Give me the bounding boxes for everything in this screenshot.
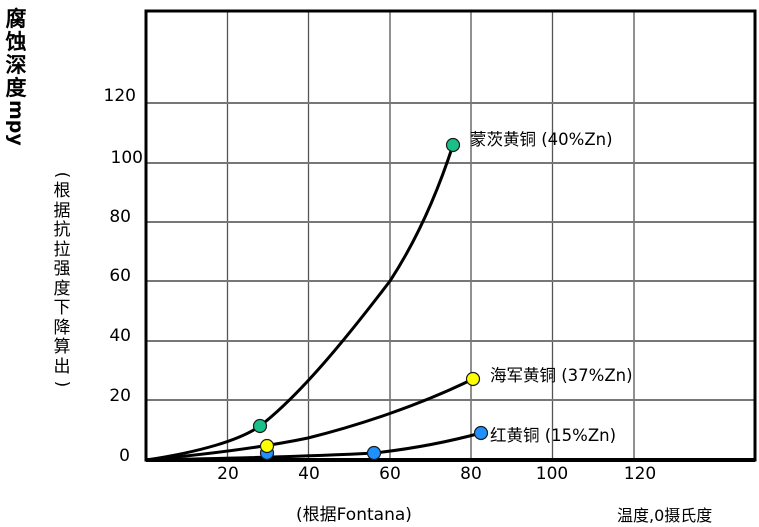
x-tick-100: 100 — [535, 464, 569, 484]
series-label-naval-brass: 海军黄铜 (37%Zn) — [490, 366, 633, 385]
y-note-char: 出 — [53, 356, 71, 377]
grid-horizontal — [146, 102, 755, 401]
y-note-char: 强 — [53, 259, 71, 279]
y-axis-title: 腐 蚀 深 度 mpy — [4, 8, 28, 151]
y-title-char: 度 — [5, 76, 27, 100]
curve-naval-brass — [144, 377, 475, 462]
y-note-char: 算 — [53, 337, 71, 357]
y-note-char: 抗 — [53, 220, 71, 240]
y-tick-0: 0 — [119, 446, 130, 466]
x-axis-note: (根据Fontana) — [296, 505, 412, 525]
curve-muntz-brass — [144, 143, 455, 462]
y-note-char: 降 — [53, 317, 71, 338]
series-label-muntz-brass: 蒙茨黄铜 (40%Zn) — [470, 130, 613, 149]
y-tick-40: 40 — [109, 326, 131, 346]
plot-frame — [144, 9, 757, 462]
marker-naval-1 — [259, 438, 275, 454]
y-note-char: 根 — [53, 181, 71, 201]
marker-red-3 — [473, 425, 489, 441]
marker-naval-2 — [465, 371, 481, 387]
y-title-unit: mpy — [5, 100, 27, 146]
y-note-char: 拉 — [53, 239, 71, 260]
y-note-char: 据 — [53, 200, 71, 221]
y-note-char: 下 — [53, 298, 71, 318]
y-tick-120: 120 — [103, 86, 136, 106]
marker-muntz-2 — [445, 137, 461, 153]
y-note-char: 度 — [53, 278, 71, 299]
y-tick-100: 100 — [110, 148, 143, 168]
grid-vertical — [226, 11, 635, 460]
series-label-red-brass: 红黄铜 (15%Zn) — [490, 426, 617, 445]
y-title-char: 腐 — [5, 7, 27, 31]
curve-red-brass — [144, 431, 483, 462]
x-tick-40: 40 — [298, 464, 320, 484]
y-title-char: 蚀 — [5, 30, 27, 54]
marker-muntz-1 — [252, 418, 268, 434]
x-axis-title: 温度,0摄氏度 — [617, 506, 713, 525]
x-tick-20: 20 — [217, 464, 239, 484]
x-tick-120: 120 — [623, 464, 657, 484]
x-tick-60: 60 — [379, 464, 401, 484]
y-note-paren-open: ( — [52, 171, 72, 179]
y-note-paren-close: ) — [52, 380, 72, 388]
x-tick-80: 80 — [460, 464, 482, 484]
y-tick-60: 60 — [109, 266, 131, 286]
y-tick-80: 80 — [109, 207, 131, 227]
marker-red-2 — [366, 445, 382, 461]
y-axis-note: ( 根 据 抗 拉 强 度 下 降 算 出 ) — [52, 168, 72, 391]
y-tick-20: 20 — [109, 386, 131, 406]
y-title-char: 深 — [5, 53, 27, 77]
